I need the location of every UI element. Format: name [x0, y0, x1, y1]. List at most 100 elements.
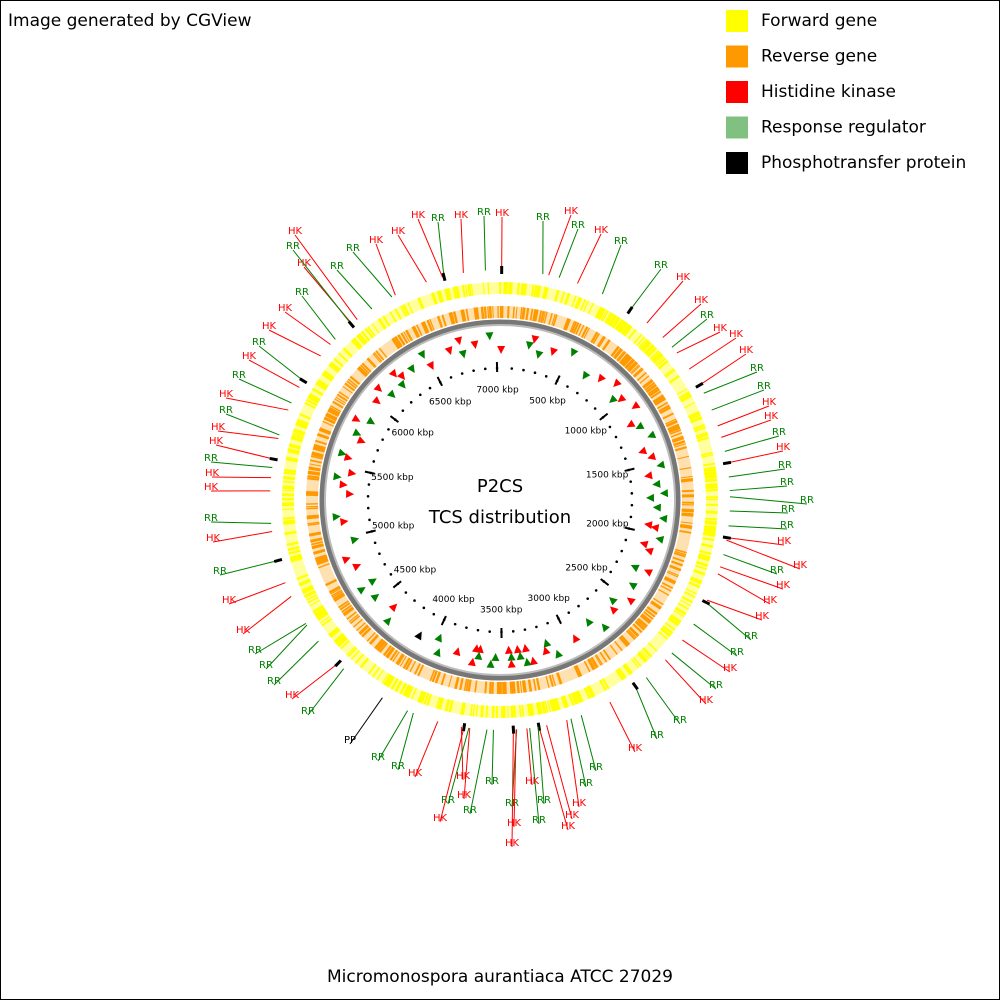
tick-label: 3000 kbp [527, 594, 570, 604]
minor-tick [472, 369, 475, 372]
legend-swatch [726, 10, 748, 32]
feature-label: HK [699, 695, 714, 706]
forward-gene [705, 477, 717, 478]
minor-tick [378, 552, 381, 555]
reverse-gene [485, 307, 486, 319]
feature-label: HK [297, 258, 312, 269]
feature-label: RR [537, 795, 551, 806]
forward-gene [282, 490, 294, 491]
forward-gene [529, 704, 531, 716]
minor-tick [630, 516, 633, 519]
minor-tick [390, 573, 393, 576]
minor-tick [594, 407, 597, 410]
feature-label: HK [433, 813, 448, 824]
feature-label: HK [369, 235, 384, 246]
forward-gene [284, 470, 296, 472]
feature-label: RR [571, 220, 585, 231]
forward-gene [705, 480, 717, 481]
feature-label: RR [536, 212, 550, 223]
forward-gene [704, 530, 716, 532]
reverse-gene [513, 307, 514, 319]
minor-tick [522, 369, 525, 372]
minor-tick [586, 597, 589, 600]
feature-label: HK [206, 533, 221, 544]
feature-label: HK [285, 690, 300, 701]
minor-tick [524, 628, 527, 631]
feature-label: HK [564, 206, 579, 217]
tick-label: 4000 kbp [432, 595, 475, 605]
feature-label: RR [391, 761, 405, 772]
feature-label: HK [209, 436, 224, 447]
feature-tick [274, 559, 282, 561]
minor-tick [402, 409, 405, 412]
reverse-gene [681, 515, 693, 516]
reverse-gene [508, 306, 509, 318]
minor-tick [625, 539, 628, 542]
legend-label: Histidine kinase [761, 82, 896, 102]
legend-swatch [726, 81, 748, 103]
tick-label: 6500 kbp [429, 397, 472, 407]
feature-label: HK [205, 468, 220, 479]
feature-tick [270, 458, 278, 459]
feature-label: RR [614, 236, 628, 247]
feature-label: HK [676, 272, 691, 283]
forward-gene [469, 284, 471, 296]
minor-tick [631, 492, 634, 495]
feature-label: RR [248, 645, 262, 656]
feature-label: RR [204, 453, 218, 464]
tick-label: 1000 kbp [565, 427, 608, 437]
forward-gene [482, 705, 483, 717]
feature-label: RR [346, 243, 360, 254]
feature-label: HK [262, 321, 277, 332]
feature-label: HK [694, 295, 709, 306]
feature-label: HK [565, 810, 580, 821]
feature-label: RR [781, 504, 795, 515]
feature-tick [723, 462, 731, 463]
feature-label: HK [211, 422, 226, 433]
feature-label: HK [628, 743, 643, 754]
minor-tick [367, 495, 370, 498]
minor-tick [546, 622, 549, 625]
feature-label: RR [579, 778, 593, 789]
feature-label: HK [236, 625, 251, 636]
feature-label: RR [654, 260, 668, 271]
reverse-gene [307, 476, 319, 477]
minor-tick [368, 519, 371, 522]
feature-label: HK [561, 821, 576, 832]
reverse-gene [485, 681, 486, 693]
feature-label: HK [525, 776, 540, 787]
feature-label: HK [457, 790, 472, 801]
feature-label: HK [793, 560, 808, 571]
feature-label: HK [278, 303, 293, 314]
minor-tick [535, 626, 538, 629]
feature-label: PP [344, 735, 356, 746]
feature-label: RR [772, 427, 786, 438]
legend-swatch [726, 152, 748, 174]
feature-label: RR [477, 207, 491, 218]
forward-gene [284, 473, 296, 475]
forward-gene [283, 518, 295, 519]
feature-label: RR [770, 565, 784, 576]
tick-label: 4500 kbp [394, 565, 437, 575]
feature-tick [723, 537, 731, 538]
minor-tick [488, 630, 491, 633]
feature-label: RR [371, 752, 385, 763]
forward-gene [522, 283, 523, 295]
minor-tick [615, 436, 618, 439]
feature-label: RR [431, 213, 445, 224]
feature-label: HK [242, 351, 257, 362]
footer: Micromonospora aurantiaca ATCC 27029 [327, 967, 673, 987]
feature-label: RR [780, 520, 794, 531]
forward-gene [515, 705, 516, 717]
minor-tick [387, 428, 390, 431]
minor-tick [484, 368, 487, 371]
feature-label: HK [495, 208, 510, 219]
feature-label: HK [507, 818, 522, 829]
forward-gene [282, 486, 294, 487]
tick-label: 2500 kbp [565, 563, 608, 573]
feature-label: RR [485, 776, 499, 787]
feature-label: RR [744, 631, 758, 642]
forward-gene [283, 477, 295, 478]
legend-label: Forward gene [761, 11, 877, 31]
forward-gene [509, 282, 510, 294]
